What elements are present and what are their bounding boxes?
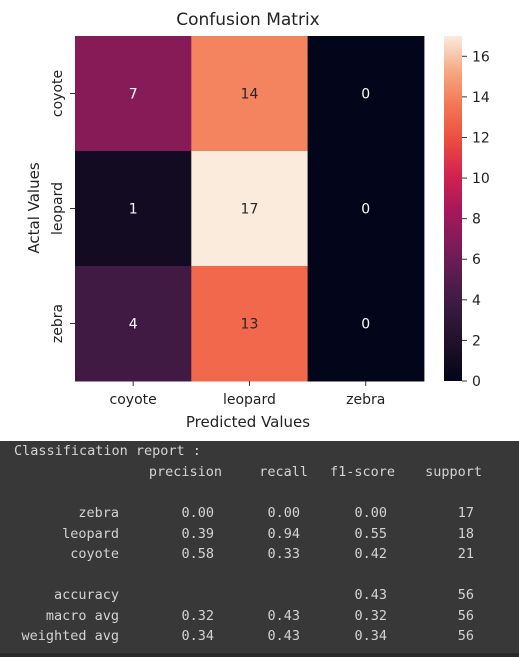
report-precision-value: 0.58 [181,546,214,562]
report-class-row: leopard 0.39 0.94 0.55 18 [0,524,519,544]
report-row-label: leopard [62,525,119,542]
heatmap-cell-coyote-zebra [307,36,425,152]
report-class-row: coyote 0.58 0.33 0.42 21 [0,544,519,564]
heatmap-chart: Confusion Matrix 7 14 0 1 17 0 4 13 0 coyote leop… [25,10,490,431]
heatmap-cell-labels: 7 14 0 1 17 0 4 13 0 [129,87,371,333]
heatmap-cell-zebra-zebra [307,266,425,382]
y-tick-label: coyote [50,70,66,117]
heatmap-cell-leopard-leopard [191,151,309,267]
report-column-header: precision [148,464,222,480]
y-tick-label: zebra [50,304,66,343]
colorbar-ticks: 0 2 4 6 8 10 12 14 16 [462,49,490,390]
report-recall-value: 0.33 [267,546,300,562]
colorbar-tick-label: 6 [472,252,481,268]
colorbar-tick-label: 4 [472,293,481,309]
y-tick-label: leopard [50,182,66,235]
report-summary-row: accuracy 0.43 56 [0,585,519,605]
report-precision-value: 0.39 [181,525,214,542]
report-row-label: macro avg [45,607,119,624]
classification-report: Classification report : precision recall f… [0,441,519,653]
colorbar-tick-label: 2 [472,333,481,349]
report-recall-value: 0.94 [267,525,300,542]
report-support-value: 56 [457,587,474,603]
report-row-label: accuracy [53,587,119,603]
report-row-label: weighted avg [21,628,119,644]
heatmap-cell-zebra-leopard [191,266,309,382]
colorbar-tick-label: 12 [472,130,490,146]
x-tick-labels: coyote leopard zebra [110,381,385,408]
colorbar [444,36,462,381]
cell-value-label: 1 [129,202,138,218]
x-axis-label: Predicted Values [186,413,310,431]
heatmap-cell-leopard-coyote [75,151,192,267]
cell-value-label: 0 [361,317,370,333]
report-header-row: precision recall f1-score support [0,462,519,482]
cell-value-label: 0 [361,202,370,218]
report-recall-value: 0.00 [267,505,300,521]
cell-value-label: 13 [241,317,259,333]
report-f1-value: 0.55 [354,525,387,542]
report-title: Classification report : [14,443,201,459]
report-column-header: f1-score [329,464,395,480]
x-tick-label: coyote [110,392,157,408]
report-column-header: support [425,464,482,480]
report-summary-row: weighted avg 0.34 0.43 0.34 56 [0,626,519,646]
report-row-label: coyote [70,546,119,562]
heatmap-cell-leopard-zebra [307,151,425,267]
x-tick-label: zebra [346,392,385,408]
report-support-value: 21 [457,546,474,562]
heatmap-cell-coyote-coyote [75,36,192,152]
y-tick-labels: coyote leopard zebra [50,70,75,343]
colorbar-tick-label: 10 [472,171,490,187]
report-summary-row: macro avg 0.32 0.43 0.32 56 [0,606,519,626]
output-divider [0,653,519,657]
heatmap-cell-zebra-coyote [75,266,192,382]
report-f1-value: 0.00 [354,505,387,521]
heatmap-cell-coyote-leopard [191,36,309,152]
report-f1-value: 0.43 [354,587,387,603]
colorbar-tick-label: 14 [472,90,490,106]
report-support-value: 18 [457,525,474,542]
cell-value-label: 14 [241,87,259,103]
cell-value-label: 7 [129,87,138,103]
report-f1-value: 0.32 [354,607,387,624]
cell-value-label: 4 [129,317,138,333]
report-precision-value: 0.00 [181,505,214,521]
report-f1-value: 0.42 [354,546,387,562]
cell-value-label: 17 [241,202,259,218]
y-axis-label: Actal Values [25,162,43,253]
x-tick-label: leopard [223,392,276,408]
colorbar-tick-label: 16 [472,49,490,65]
chart-title: Confusion Matrix [176,10,320,30]
report-row-label: zebra [78,505,119,521]
report-class-row: zebra 0.00 0.00 0.00 17 [0,503,519,523]
report-f1-value: 0.34 [354,628,387,644]
colorbar-tick-label: 0 [472,374,481,390]
report-column-header: recall [259,464,308,480]
report-support-value: 56 [457,607,474,624]
confusion-matrix-figure: Confusion Matrix 7 14 0 1 17 0 4 13 0 coyote leop… [0,0,519,441]
report-support-value: 17 [457,505,474,521]
report-precision-value: 0.32 [181,607,214,624]
report-recall-value: 0.43 [267,628,300,644]
report-precision-value: 0.34 [181,628,214,644]
report-recall-value: 0.43 [267,607,300,624]
cell-value-label: 0 [361,87,370,103]
heatmap-cells [75,36,425,382]
colorbar-tick-label: 8 [472,212,481,228]
report-support-value: 56 [457,628,474,644]
